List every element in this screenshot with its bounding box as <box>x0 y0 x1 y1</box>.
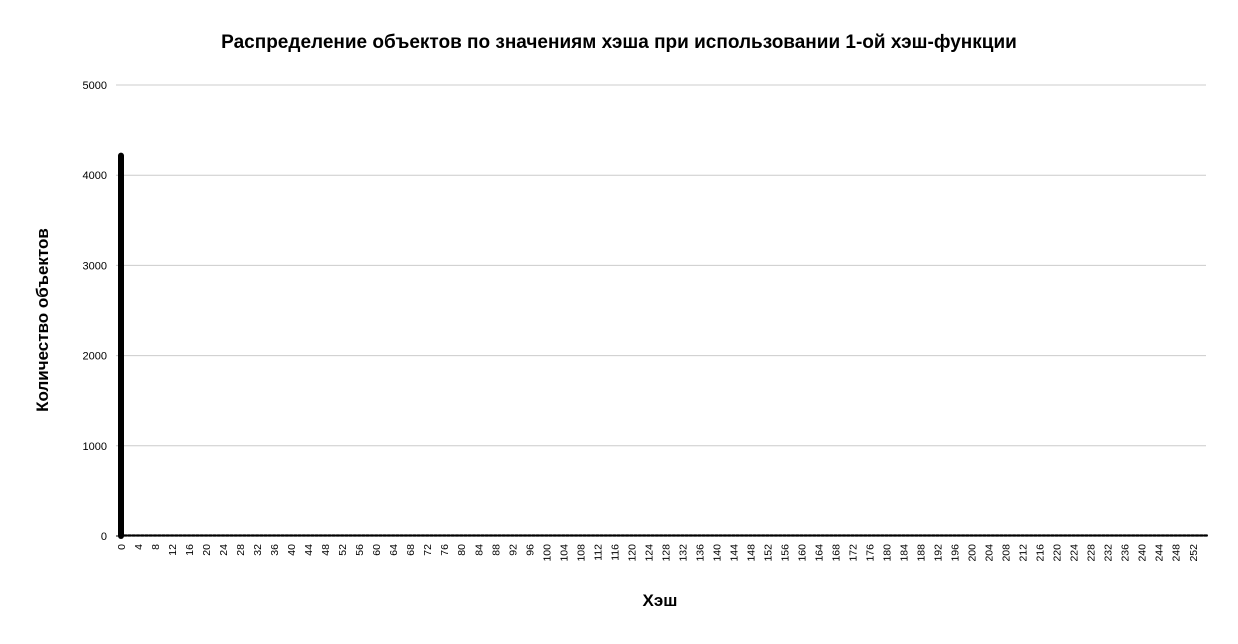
x-tick-label: 120 <box>626 544 638 562</box>
x-tick-label: 136 <box>694 544 706 562</box>
x-tick-label: 140 <box>711 544 723 562</box>
x-tick-label: 40 <box>286 544 298 556</box>
x-tick-label: 12 <box>167 544 179 556</box>
x-tick-label: 152 <box>762 544 774 562</box>
x-tick-label: 32 <box>252 544 264 556</box>
x-tick-label: 60 <box>371 544 383 556</box>
y-tick-label: 1000 <box>83 441 107 453</box>
x-tick-label: 156 <box>779 544 791 562</box>
x-tick-label: 48 <box>320 544 332 556</box>
x-tick-label: 100 <box>541 544 553 562</box>
x-tick-label: 0 <box>116 544 128 550</box>
x-tick-label: 44 <box>303 544 315 556</box>
x-tick-label: 208 <box>1001 544 1013 562</box>
y-tick-label: 4000 <box>83 170 107 182</box>
x-tick-label: 196 <box>950 544 962 562</box>
x-tick-label: 188 <box>916 544 928 562</box>
x-tick-label: 76 <box>439 544 451 556</box>
x-tick-label: 232 <box>1103 544 1115 562</box>
y-tick-label: 0 <box>101 531 107 543</box>
x-tick-label: 160 <box>796 544 808 562</box>
x-tick-label: 28 <box>235 544 247 556</box>
x-tick-label: 20 <box>201 544 213 556</box>
y-tick-label: 3000 <box>83 260 107 272</box>
x-tick-label: 244 <box>1154 544 1166 562</box>
x-tick-label: 164 <box>813 544 825 562</box>
x-tick-label: 224 <box>1069 544 1081 562</box>
x-tick-label: 68 <box>405 544 417 556</box>
x-tick-label: 204 <box>984 544 996 562</box>
x-tick-label: 124 <box>643 544 655 562</box>
x-tick-label: 92 <box>507 544 519 556</box>
x-tick-label: 84 <box>473 544 485 556</box>
x-tick-label: 16 <box>184 544 196 556</box>
x-tick-label: 248 <box>1171 544 1183 562</box>
x-tick-label: 252 <box>1188 544 1200 562</box>
x-tick-label: 144 <box>728 544 740 562</box>
x-tick-label: 64 <box>388 544 400 556</box>
x-tick-label: 236 <box>1120 544 1132 562</box>
x-tick-label: 168 <box>831 544 843 562</box>
x-tick-label: 192 <box>933 544 945 562</box>
x-tick-label: 128 <box>660 544 672 562</box>
x-tick-label: 176 <box>865 544 877 562</box>
x-tick-label: 96 <box>524 544 536 556</box>
x-tick-label: 200 <box>967 544 979 562</box>
x-tick-label: 8 <box>150 544 162 550</box>
y-tick-label: 5000 <box>83 80 107 92</box>
x-tick-label: 228 <box>1086 544 1098 562</box>
x-tick-label: 80 <box>456 544 468 556</box>
x-tick-label: 148 <box>745 544 757 562</box>
x-tick-label: 56 <box>354 544 366 556</box>
x-tick-label: 220 <box>1052 544 1064 562</box>
x-tick-label: 36 <box>269 544 281 556</box>
x-tick-label: 72 <box>422 544 434 556</box>
x-tick-label: 184 <box>899 544 911 562</box>
x-tick-label: 108 <box>575 544 587 562</box>
x-tick-label: 116 <box>609 544 621 561</box>
x-tick-label: 132 <box>677 544 689 562</box>
x-tick-label: 172 <box>848 544 860 562</box>
x-tick-label: 52 <box>337 544 349 556</box>
x-tick-label: 212 <box>1018 544 1030 562</box>
x-tick-label: 24 <box>218 544 230 556</box>
y-tick-label: 2000 <box>83 351 107 363</box>
x-tick-label: 216 <box>1035 544 1047 562</box>
x-tick-label: 104 <box>558 544 570 562</box>
x-tick-label: 88 <box>490 544 502 556</box>
x-tick-label: 112 <box>592 544 604 561</box>
x-tick-label: 4 <box>133 544 145 550</box>
x-axis-title: Хэш <box>642 591 678 610</box>
x-tick-label: 240 <box>1137 544 1149 562</box>
chart-title: Распределение объектов по значениям хэша… <box>221 32 1017 53</box>
x-tick-label: 180 <box>882 544 894 562</box>
